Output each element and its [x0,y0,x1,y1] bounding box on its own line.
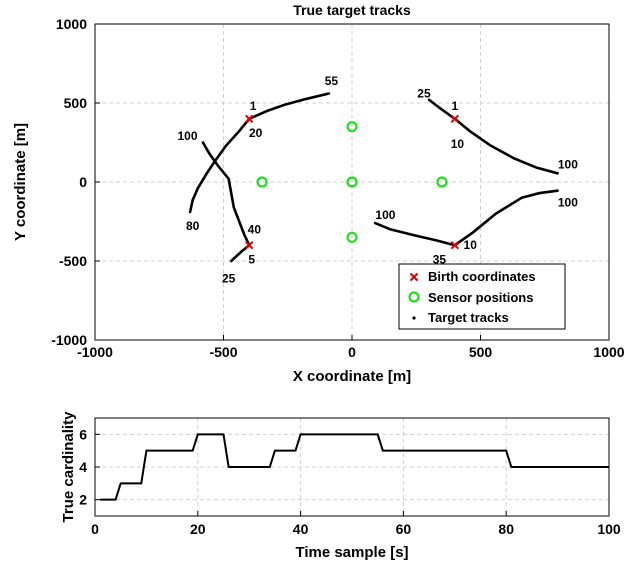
bottom-x-axis-label: Time sample [s] [295,544,408,561]
top-y-ticks: -1000 -500 0 500 1000 [51,16,100,348]
bottom-x-tick-label: 20 [190,521,206,537]
legend-item-birth: Birth coordinates [409,269,536,284]
track-time-annotation: 1 [451,99,458,113]
legend-track-marker [412,316,416,320]
birth-marker-4 [450,240,460,250]
track-time-annotation: 55 [325,74,339,88]
sensor-marker-4 [436,176,448,188]
track-time-annotation: 10 [451,137,465,151]
birth-marker-1-stroke-b [244,114,254,124]
top-x-tick-label: 500 [469,344,493,360]
bottom-y-tick-label: 4 [79,459,87,475]
bottom-x-tick-label: 60 [396,521,412,537]
legend-track-label: Target tracks [428,310,509,325]
top-y-tick-label: 500 [64,95,88,111]
target-track-8 [373,221,457,247]
track-time-annotation: 100 [178,129,198,143]
sensor-marker-3 [346,176,358,188]
top-x-tick-label: 1000 [593,344,624,360]
top-y-tick-label: -1000 [51,332,87,348]
birth-marker-2-stroke-b [450,114,460,124]
legend-birth-cross-stroke-b [409,272,419,282]
legend-birth-marker [409,272,419,282]
bottom-x-ticks: 0 20 40 60 80 100 [91,511,621,537]
top-x-axis-label: X coordinate [m] [293,368,411,385]
track-time-annotation: 40 [248,222,262,236]
top-x-tick-label: -1000 [77,344,113,360]
target-track-3 [201,141,251,247]
top-y-tick-label: -500 [59,253,87,269]
top-y-tick-label: 1000 [56,16,87,32]
bottom-y-tick-label: 6 [79,426,87,442]
bottom-y-axis-label: True cardinality [60,411,77,523]
top-y-tick-label: 0 [79,174,87,190]
sensor-marker-2 [256,176,268,188]
track-time-annotation: 20 [249,126,263,140]
legend-sensor-marker [408,291,420,303]
bottom-y-ticks: 2 4 6 [79,426,100,508]
track-time-annotation: 25 [222,271,236,285]
target-track-5 [453,117,559,175]
bottom-x-tick-label: 80 [498,521,514,537]
sensor-marker-5 [346,231,358,243]
bottom-x-tick-label: 40 [293,521,309,537]
target-track-1 [247,92,331,121]
legend-item-sensor: Sensor positions [408,290,533,305]
legend-track-dot [412,316,416,320]
legend-sensor-label: Sensor positions [428,290,533,305]
track-time-annotation: 35 [433,252,447,266]
sensor-marker-1 [346,121,358,133]
track-time-annotation: 80 [186,219,200,233]
top-chart-title: True target tracks [293,2,411,18]
cardinality-line [100,433,609,501]
track-time-annotation: 5 [248,252,255,266]
legend: Birth coordinates Sensor positions Targe… [398,263,566,330]
legend-item-track: Target tracks [412,310,509,325]
top-tracks-layer [188,92,559,263]
bottom-x-tick-label: 0 [91,521,99,537]
top-annotations-layer: 1 20 55 100 80 40 5 25 25 1 10 100 100 100 35 10 [178,74,579,286]
top-x-tick-label: -500 [209,344,237,360]
birth-marker-3-stroke-b [244,240,254,250]
target-track-6 [427,98,457,121]
bottom-x-tick-label: 100 [597,521,621,537]
top-x-tick-label: 0 [348,344,356,360]
track-time-annotation: 25 [417,87,431,101]
track-time-annotation: 100 [558,196,578,210]
top-x-ticks: -1000 -500 0 500 1000 [77,335,625,360]
track-time-annotation: 10 [464,238,478,252]
cardinality-plot: 0 20 40 60 80 100 2 4 6 Time sample [s] True ca… [60,411,621,561]
birth-marker-2 [450,114,460,124]
top-sensors-layer [256,121,448,243]
target-track-7 [453,189,559,247]
target-track-2 [188,117,251,214]
top-births-layer [244,114,460,250]
birth-marker-4-stroke-b [450,240,460,250]
bottom-y-tick-label: 2 [79,492,87,508]
legend-birth-label: Birth coordinates [428,269,536,284]
legend-box [398,263,566,330]
track-time-annotation: 100 [558,158,578,172]
track-time-annotation: 1 [250,99,257,113]
track-time-annotation: 100 [375,208,395,222]
top-y-axis-label: Y coordinate [m] [12,123,29,241]
legend-birth-cross [409,272,419,282]
legend-sensor-circle [408,291,420,303]
birth-marker-1 [244,114,254,124]
birth-marker-3 [244,240,254,250]
